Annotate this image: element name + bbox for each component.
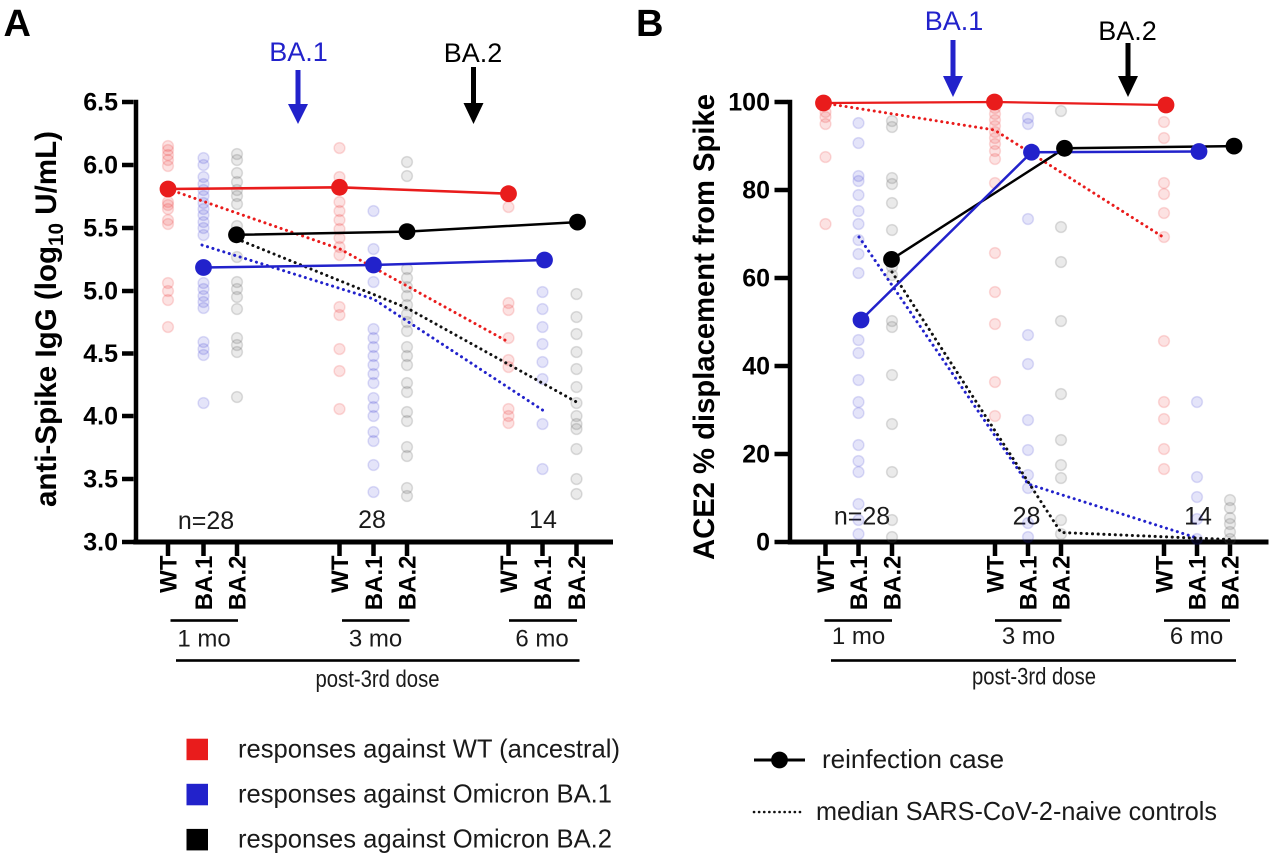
svg-text:BA.2: BA.2: [444, 38, 503, 68]
svg-text:4.5: 4.5: [83, 340, 118, 368]
svg-text:BA.2: BA.2: [1098, 16, 1157, 46]
svg-text:reinfection case: reinfection case: [822, 744, 1004, 774]
svg-text:anti-Spike IgG (log10 U/mL): anti-Spike IgG (log10 U/mL): [30, 131, 68, 507]
svg-text:ACE2 % displacement from Spike: ACE2 % displacement from Spike: [688, 94, 721, 560]
svg-text:post-3rd dose: post-3rd dose: [316, 666, 440, 693]
svg-text:28: 28: [358, 506, 386, 534]
svg-text:80: 80: [742, 177, 770, 205]
svg-text:0: 0: [756, 529, 770, 557]
svg-text:BA.1: BA.1: [1185, 556, 1212, 611]
svg-text:4.0: 4.0: [83, 403, 118, 431]
svg-text:WT: WT: [327, 555, 354, 593]
svg-text:20: 20: [742, 441, 770, 469]
svg-text:responses against Omicron BA.1: responses against Omicron BA.1: [238, 779, 612, 809]
svg-text:1 mo: 1 mo: [177, 626, 230, 653]
svg-text:6.0: 6.0: [83, 152, 118, 180]
svg-text:BA.2: BA.2: [395, 556, 422, 611]
svg-text:BA.1: BA.1: [191, 556, 218, 611]
svg-text:100: 100: [728, 89, 770, 117]
svg-text:BA.1: BA.1: [269, 37, 328, 67]
svg-text:BA.2: BA.2: [225, 556, 252, 611]
svg-text:60: 60: [742, 265, 770, 293]
svg-text:BA.2: BA.2: [1218, 556, 1245, 611]
svg-text:6.5: 6.5: [83, 89, 118, 117]
svg-text:6 mo: 6 mo: [1170, 623, 1223, 650]
svg-text:WT: WT: [156, 555, 183, 593]
svg-text:BA.1: BA.1: [361, 556, 388, 611]
svg-text:BA.2: BA.2: [880, 556, 907, 611]
svg-text:3.0: 3.0: [83, 529, 118, 557]
svg-text:median SARS-CoV-2-naive contro: median SARS-CoV-2-naive controls: [816, 796, 1217, 826]
svg-text:6 mo: 6 mo: [515, 626, 568, 653]
svg-text:post-3rd dose: post-3rd dose: [972, 664, 1096, 691]
svg-text:BA.2: BA.2: [1049, 556, 1076, 611]
svg-text:40: 40: [742, 353, 770, 381]
svg-text:WT: WT: [813, 555, 840, 593]
svg-text:5.0: 5.0: [83, 278, 118, 306]
svg-text:3 mo: 3 mo: [349, 626, 402, 653]
svg-text:28: 28: [1013, 503, 1041, 531]
svg-text:1 mo: 1 mo: [832, 623, 885, 650]
svg-text:A: A: [4, 3, 31, 45]
svg-text:BA.1: BA.1: [1016, 556, 1043, 611]
svg-text:3 mo: 3 mo: [1002, 623, 1055, 650]
svg-text:3.5: 3.5: [83, 466, 118, 494]
svg-text:B: B: [636, 3, 663, 45]
svg-text:responses against Omicron BA.2: responses against Omicron BA.2: [238, 824, 612, 854]
svg-text:14: 14: [529, 506, 557, 534]
svg-text:BA.1: BA.1: [846, 556, 873, 611]
svg-text:n=28: n=28: [834, 503, 890, 531]
svg-text:14: 14: [1184, 503, 1212, 531]
svg-text:5.5: 5.5: [83, 215, 118, 243]
svg-text:WT: WT: [983, 555, 1010, 593]
svg-text:WT: WT: [1152, 555, 1179, 593]
svg-text:BA.1: BA.1: [925, 6, 984, 36]
svg-text:BA.1: BA.1: [530, 556, 557, 611]
svg-text:WT: WT: [496, 555, 523, 593]
svg-text:n=28: n=28: [178, 507, 234, 535]
svg-text:responses against WT (ancestra: responses against WT (ancestral): [238, 734, 620, 764]
svg-text:BA.2: BA.2: [564, 556, 591, 611]
